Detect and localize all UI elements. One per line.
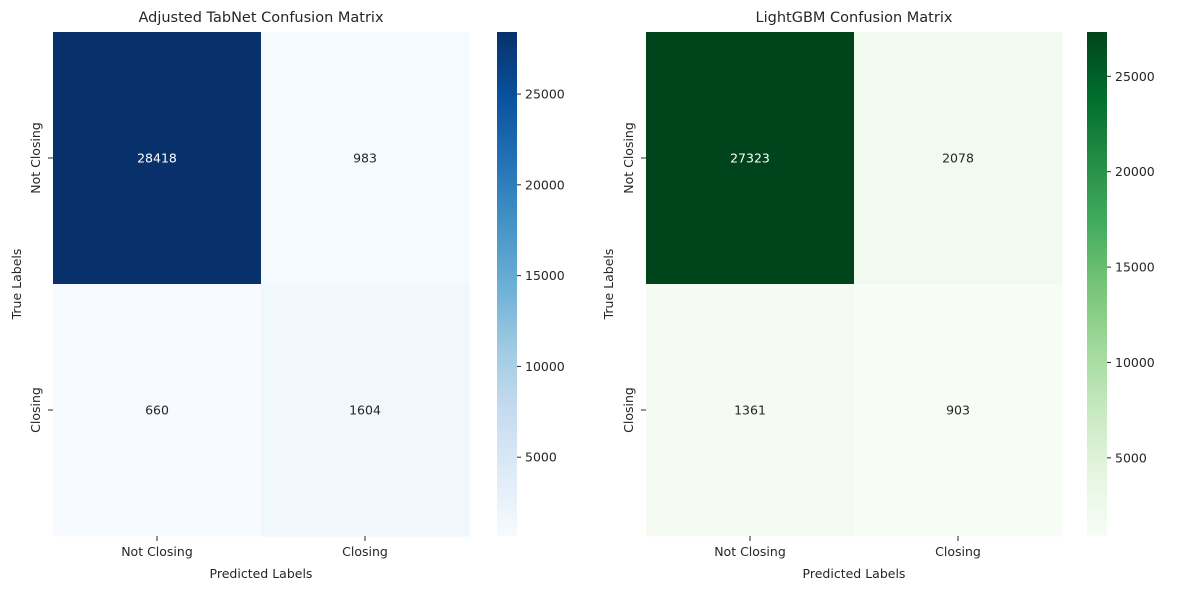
tabnet-axes: Not Closing Closing Not Closing Closing (28, 122, 388, 559)
lightgbm-colorbar-tick-label-2: 15000 (1115, 260, 1155, 275)
lightgbm-xtick-label-1: Closing (935, 544, 981, 559)
tabnet-heatmap: 28418 983 660 1604 (53, 32, 470, 537)
tabnet-xtick-label-0: Not Closing (121, 544, 193, 559)
lightgbm-cell-0-0 (646, 32, 855, 285)
tabnet-xlabel: Predicted Labels (210, 566, 313, 581)
tabnet-panel: Adjusted TabNet Confusion Matrix 28418 98… (9, 10, 565, 581)
tabnet-ytick-label-1: Closing (28, 387, 43, 433)
lightgbm-xlabel: Predicted Labels (803, 566, 906, 581)
lightgbm-cell-label-0-0: 27323 (730, 151, 770, 166)
lightgbm-axes: Not Closing Closing Not Closing Closing (621, 122, 981, 559)
tabnet-colorbar-tick-label-2: 15000 (525, 268, 565, 283)
lightgbm-colorbar-tick-label-4: 25000 (1115, 69, 1155, 84)
tabnet-cell-label-1-1: 1604 (349, 403, 381, 418)
tabnet-cell-0-0 (53, 32, 262, 285)
tabnet-cell-label-0-0: 28418 (137, 151, 177, 166)
tabnet-cell-1-0 (53, 284, 262, 537)
lightgbm-colorbar: 5000 10000 15000 20000 25000 (1087, 32, 1155, 536)
lightgbm-heatmap: 27323 2078 1361 903 (646, 32, 1063, 537)
tabnet-colorbar-tick-label-1: 10000 (525, 359, 565, 374)
tabnet-cell-label-1-0: 660 (145, 403, 169, 418)
tabnet-colorbar-tick-label-0: 5000 (525, 450, 557, 465)
tabnet-colorbar-tick-label-3: 20000 (525, 177, 565, 192)
lightgbm-cell-label-0-1: 2078 (942, 151, 974, 166)
tabnet-cell-0-1 (261, 32, 470, 285)
lightgbm-cell-1-1 (854, 284, 1063, 537)
tabnet-colorbar-gradient (497, 32, 517, 536)
lightgbm-cell-1-0 (646, 284, 855, 537)
lightgbm-colorbar-tick-label-0: 5000 (1115, 450, 1147, 465)
tabnet-title: Adjusted TabNet Confusion Matrix (138, 10, 383, 26)
lightgbm-colorbar-tick-label-3: 20000 (1115, 164, 1155, 179)
tabnet-colorbar: 5000 10000 15000 20000 25000 (497, 32, 565, 536)
tabnet-xtick-label-1: Closing (342, 544, 388, 559)
lightgbm-panel: LightGBM Confusion Matrix 27323 2078 1361 9… (601, 10, 1155, 581)
tabnet-cell-1-1 (261, 284, 470, 537)
lightgbm-colorbar-tick-label-1: 10000 (1115, 355, 1155, 370)
tabnet-cell-label-0-1: 983 (353, 151, 377, 166)
tabnet-colorbar-tick-label-4: 25000 (525, 87, 565, 102)
lightgbm-ytick-label-0: Not Closing (621, 122, 636, 194)
tabnet-ylabel: True Labels (9, 249, 24, 321)
lightgbm-xtick-label-0: Not Closing (714, 544, 786, 559)
lightgbm-title: LightGBM Confusion Matrix (756, 10, 953, 26)
lightgbm-cell-label-1-1: 903 (946, 403, 970, 418)
lightgbm-cell-label-1-0: 1361 (734, 403, 766, 418)
lightgbm-colorbar-gradient (1087, 32, 1107, 536)
lightgbm-ytick-label-1: Closing (621, 387, 636, 433)
tabnet-ytick-label-0: Not Closing (28, 122, 43, 194)
lightgbm-ylabel: True Labels (601, 249, 616, 321)
lightgbm-cell-0-1 (854, 32, 1063, 285)
